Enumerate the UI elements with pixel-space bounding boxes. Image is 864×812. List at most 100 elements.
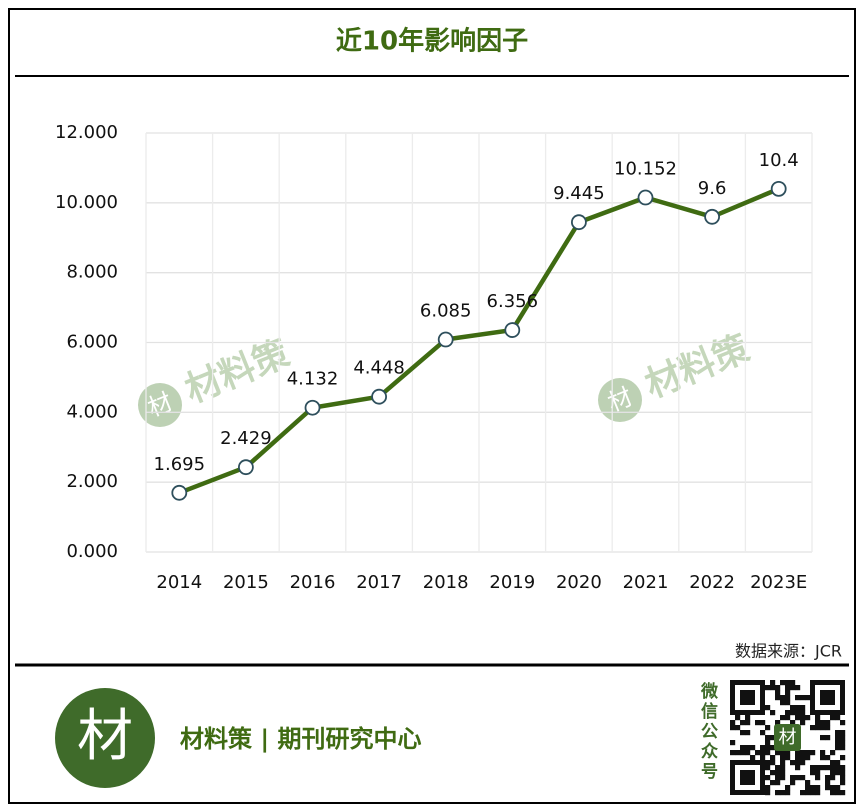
qr-module (775, 765, 781, 771)
qr-module (735, 715, 741, 721)
qr-module (830, 775, 836, 781)
data-label: 4.132 (287, 369, 339, 390)
footer-text: 材料策 | 期刊研究中心 (180, 725, 421, 753)
qr-module (835, 735, 841, 741)
qr-finder-core (740, 690, 755, 705)
qr-logo: 材 (779, 727, 797, 748)
qr-module (820, 735, 826, 741)
qr-module (770, 735, 776, 741)
qr-module (830, 790, 836, 796)
qr-module (825, 780, 831, 786)
qr-module (810, 765, 816, 771)
qr-module (830, 770, 836, 776)
qr-module (825, 765, 831, 771)
qr-module (820, 765, 826, 771)
qr-module (770, 710, 776, 716)
qr-module (775, 685, 781, 691)
qr-module (770, 760, 776, 766)
qr-module (785, 755, 791, 761)
qr-module (760, 730, 766, 736)
marker (304, 399, 321, 416)
qr-module (750, 755, 756, 761)
qr-module (730, 750, 736, 756)
qr-module (730, 725, 736, 731)
data-label: 2.429 (220, 428, 272, 449)
qr-module (775, 780, 781, 786)
qr-module (840, 720, 846, 726)
qr-module (825, 735, 831, 741)
qr-module (835, 740, 841, 746)
marker (504, 322, 521, 338)
qr-module (830, 785, 836, 791)
qr-module (765, 725, 771, 731)
y-tick-label: 2.000 (66, 471, 118, 492)
qr-module (730, 740, 736, 746)
x-tick-label: 2019 (489, 572, 535, 593)
qr-module (780, 790, 786, 796)
qr-module (825, 785, 831, 791)
qr-module (840, 755, 846, 761)
marker (704, 208, 720, 225)
qr-module (770, 755, 776, 761)
qr-module (820, 755, 826, 761)
qr-module (805, 780, 811, 786)
qr-module (765, 790, 771, 796)
qr-module (790, 775, 796, 781)
qr-module (795, 775, 801, 781)
qr-module (790, 710, 796, 716)
qr-module (785, 715, 791, 721)
qr-module (805, 790, 811, 796)
qr-module (840, 745, 846, 751)
marker (237, 459, 254, 476)
qr-module (785, 750, 791, 756)
qr-module (825, 725, 831, 731)
x-tick-label: 2015 (223, 572, 269, 593)
qr-module (795, 760, 801, 766)
qr-module (785, 685, 791, 691)
qr-module (825, 720, 831, 726)
qr-module (805, 750, 811, 756)
qr-module (755, 720, 761, 726)
qr-module (800, 720, 806, 726)
qr-module (815, 725, 821, 731)
x-tick-label: 2018 (423, 572, 469, 593)
data-label: 9.445 (553, 183, 605, 204)
x-tick-label: 2021 (623, 572, 669, 593)
qr-module (840, 765, 846, 771)
qr-module (785, 690, 791, 696)
qr-module (730, 720, 736, 726)
plot: 0.000 2.000 4.000 6.000 8.000 10.000 12.000 1.6… (55, 122, 813, 593)
qr-module (785, 710, 791, 716)
data-label: 9.6 (698, 178, 727, 199)
qr-module (785, 680, 791, 686)
qr-module (835, 765, 841, 771)
qr-module (800, 775, 806, 781)
qr-module (760, 720, 766, 726)
qr-module (795, 765, 801, 771)
qr-module (780, 695, 786, 701)
qr-module (785, 790, 791, 796)
data-line (178, 186, 780, 495)
qr-finder (730, 760, 765, 795)
qr-module (795, 755, 801, 761)
marker (171, 484, 188, 501)
x-tick-label: 2020 (556, 572, 602, 593)
qr-module (815, 785, 821, 791)
qr-module (800, 710, 806, 716)
qr-module (790, 680, 796, 686)
qr-module (790, 760, 796, 766)
qr-module (835, 790, 841, 796)
marker (637, 189, 654, 206)
qr-module (795, 705, 801, 711)
qr-module (790, 685, 796, 691)
y-tick-label: 8.000 (66, 262, 118, 283)
qr-module (800, 790, 806, 796)
qr-module (795, 710, 801, 716)
qr-finder (810, 680, 845, 715)
data-label: 6.356 (487, 291, 539, 312)
qr-module (740, 750, 746, 756)
qr-module (735, 725, 741, 731)
qr-module (775, 750, 781, 756)
qr-module (840, 730, 846, 736)
